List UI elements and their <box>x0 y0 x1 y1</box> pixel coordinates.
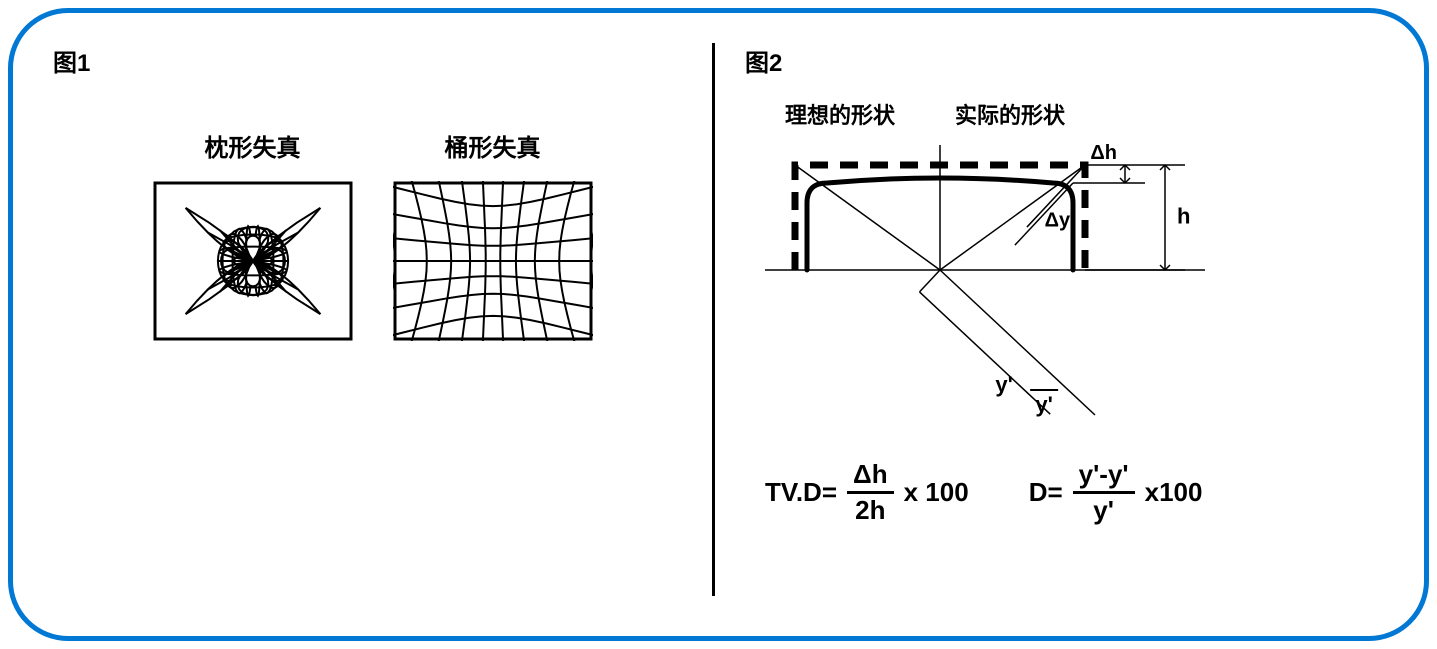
distortion-pair: 枕形失真 桶形失真 <box>53 128 692 341</box>
tvd-left: TV.D= <box>765 477 837 508</box>
figure-1-title: 图1 <box>53 43 692 78</box>
pincushion-grid <box>153 181 353 341</box>
actual-shape-label: 实际的形状 <box>955 98 1065 130</box>
tvd-denominator: 2h <box>849 494 891 525</box>
d-right: x100 <box>1145 477 1203 508</box>
formulas-row: TV.D= Δh 2h x 100 D= y'-y' y' x100 <box>765 460 1384 524</box>
tvd-numerator: Δh <box>847 460 894 494</box>
d-numerator: y'-y' <box>1073 460 1135 494</box>
svg-text:y': y' <box>1035 392 1052 417</box>
d-left: D= <box>1029 477 1063 508</box>
pincushion-label: 枕形失真 <box>205 128 301 163</box>
barrel-label: 桶形失真 <box>445 128 541 163</box>
ideal-shape-label: 理想的形状 <box>785 98 895 130</box>
distortion-measurement-diagram: Δy y' y' Δh h <box>745 135 1305 455</box>
shape-labels-row: 理想的形状 实际的形状 <box>785 98 1384 130</box>
barrel-grid <box>393 181 593 341</box>
tvd-fraction: Δh 2h <box>847 460 894 524</box>
figure-1-panel: 图1 枕形失真 桶形失真 <box>53 43 712 596</box>
pincushion-item: 枕形失真 <box>153 128 353 341</box>
barrel-item: 桶形失真 <box>393 128 593 341</box>
figure-2-panel: 图2 理想的形状 实际的形状 Δy y' y' Δh h TV.D= Δh 2h x 1… <box>712 43 1384 596</box>
d-fraction: y'-y' y' <box>1073 460 1135 524</box>
svg-text:Δh: Δh <box>1090 142 1117 164</box>
svg-text:Δy: Δy <box>1045 209 1071 231</box>
d-denominator: y' <box>1087 494 1120 525</box>
rounded-frame: 图1 枕形失真 桶形失真 图2 理想的形状 实际的形状 Δy y' y' Δh h TV… <box>8 8 1429 641</box>
tvd-formula: TV.D= Δh 2h x 100 <box>765 460 969 524</box>
svg-text:h: h <box>1177 204 1190 229</box>
figure-2-title: 图2 <box>745 43 1384 78</box>
svg-text:y': y' <box>995 372 1012 397</box>
d-formula: D= y'-y' y' x100 <box>1029 460 1203 524</box>
tvd-right: x 100 <box>904 477 969 508</box>
